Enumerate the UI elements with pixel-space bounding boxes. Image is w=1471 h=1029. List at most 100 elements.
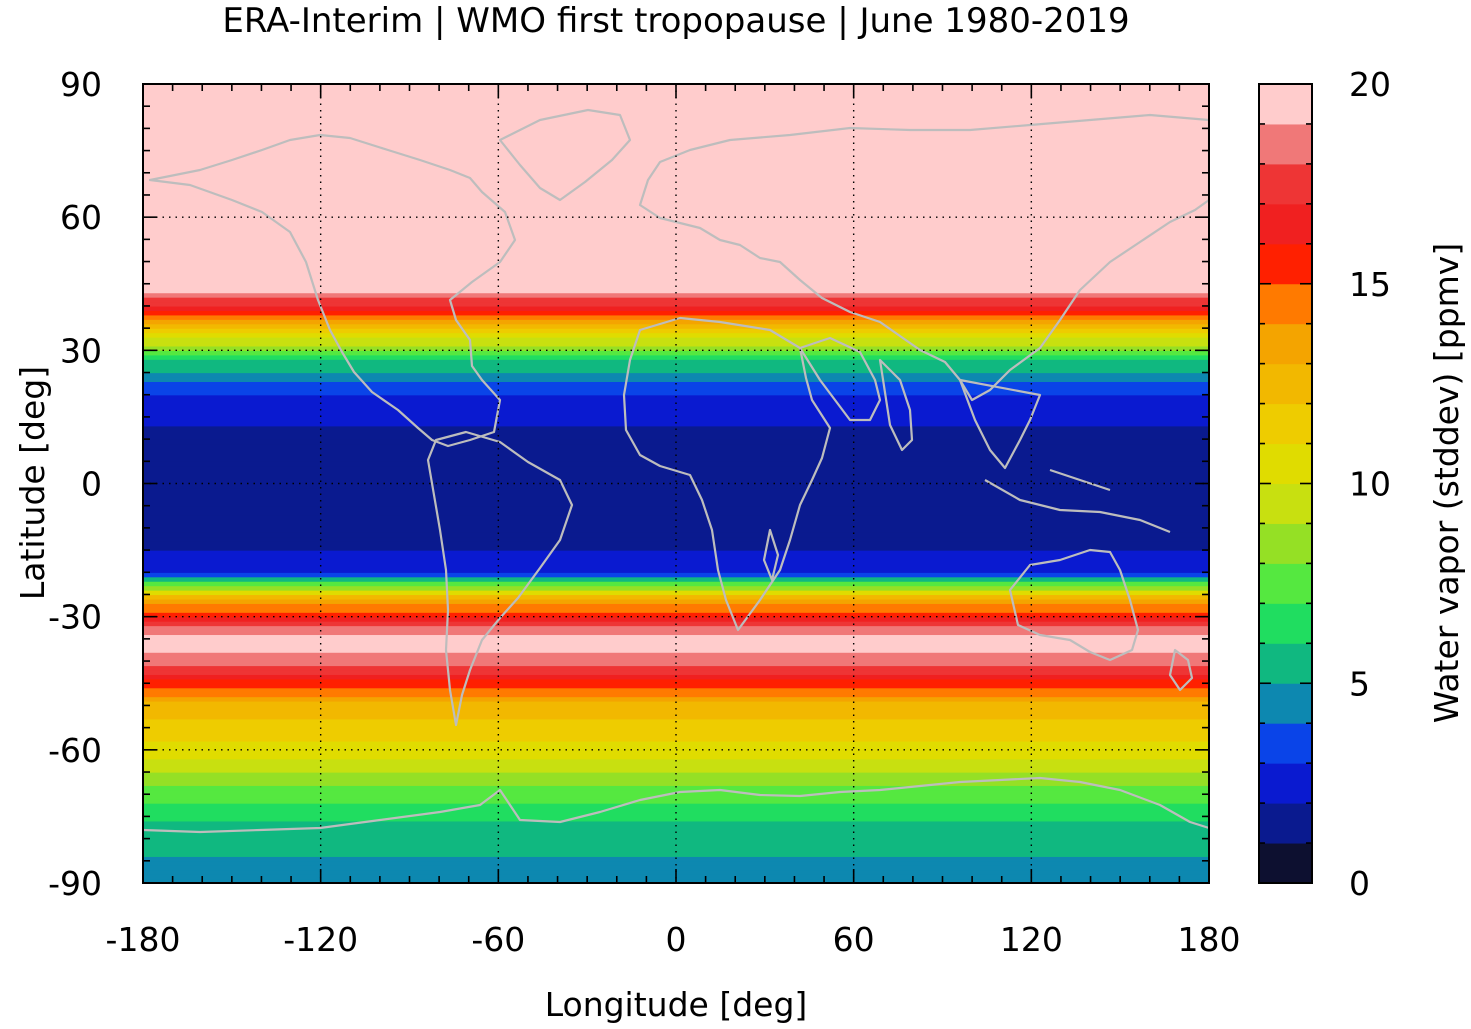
heatmap-band [143,372,1209,378]
heatmap-band [143,696,1209,702]
heatmap-band [143,345,1209,351]
colorbar [1259,83,1312,884]
heatmap-band [143,607,1209,613]
colorbar-level [1259,243,1312,285]
heatmap-band [143,776,1209,782]
heatmap-band [143,292,1209,298]
heatmap-band [143,780,1209,786]
colorbar-level [1259,683,1312,724]
heatmap-band [143,163,1209,169]
heatmap-band [143,385,1209,391]
heatmap-band [143,825,1209,831]
colorbar-level [1259,803,1312,844]
heatmap-band [143,137,1209,143]
heatmap-band [143,408,1209,414]
heatmap-band [143,350,1209,356]
heatmap-band [143,230,1209,236]
heatmap-band [143,585,1209,591]
heatmap-band [143,709,1209,715]
heatmap-band [143,341,1209,347]
heatmap-band [143,119,1209,125]
heatmap-band [143,523,1209,529]
heatmap-band [143,190,1209,196]
heatmap-band [143,314,1209,320]
heatmap-band [143,226,1209,232]
heatmap-band [143,194,1209,201]
heatmap-band [143,168,1209,174]
colorbar-level [1259,563,1312,604]
colorbar-level [1259,403,1312,445]
heatmap-band [143,545,1209,551]
y-tick-label: -90 [48,864,102,903]
heatmap-band [143,412,1209,418]
x-tick-label: 0 [666,920,687,959]
colorbar-level [1259,643,1312,684]
heatmap-band [143,328,1209,334]
heatmap-band [143,399,1209,405]
heatmap-band [143,416,1209,422]
heatmap-band [143,146,1209,152]
heatmap-band [143,301,1209,307]
heatmap-band [143,567,1209,573]
heatmap-band [143,141,1209,147]
heatmap-band [143,363,1209,369]
heatmap-band [143,767,1209,773]
colorbar-level [1259,363,1312,405]
colorbar-level [1259,443,1312,484]
colorbar-label: Water vapor (stddev) [ppmv] [1427,243,1466,723]
heatmap-band [143,305,1209,311]
heatmap-band [143,692,1209,698]
heatmap-band [143,443,1209,449]
coastline-africa [622,316,832,632]
heatmap-band [143,683,1209,689]
colorbar-level [1259,483,1312,524]
heatmap-band [143,860,1209,866]
heatmap-band [143,616,1209,622]
coastline-greenland [498,108,632,202]
colorbar-level [1259,603,1312,644]
heatmap-band [143,110,1209,116]
heatmap-band [143,629,1209,636]
x-tick-label: -60 [471,920,525,959]
x-tick-labels: -180 -120 -60 0 60 120 180 [106,920,1241,959]
heatmap-band [143,754,1209,760]
heatmap-band [143,447,1209,454]
heatmap-band [143,514,1209,520]
heatmap-band [143,772,1209,778]
heatmap-band [143,323,1209,329]
heatmap-band [143,434,1209,440]
heatmap-band [143,239,1209,245]
heatmap-band [143,248,1209,254]
coastline-south-america [426,430,574,727]
heatmap-band [143,834,1209,840]
heatmap-band [143,701,1209,707]
heatmap-band [143,177,1209,183]
heatmap-band [143,736,1209,742]
y-axis-label: Latitude [deg] [13,366,52,600]
colorbar-level [1259,323,1312,365]
coastline-north-america [148,133,517,448]
colorbar-level [1259,723,1312,764]
heatmap-band [143,123,1209,129]
heatmap-band [143,763,1209,769]
heatmap-band [143,727,1209,733]
heatmap-band [143,603,1209,609]
heatmap-band [143,288,1209,294]
heatmap-band [143,265,1209,272]
heatmap-band [143,150,1209,156]
heatmap-band [143,527,1209,533]
heatmap-band [143,665,1209,671]
y-tick-label: 30 [60,331,102,370]
heatmap-band [143,612,1209,618]
heatmap-band [143,359,1209,365]
x-axis-label: Longitude [deg] [545,985,808,1024]
heatmap-band [143,625,1209,631]
colorbar-tick-label: 20 [1349,65,1391,104]
coastline-europe-asia [638,113,1209,402]
tick-marks [142,83,1210,884]
heatmap-band [143,510,1209,516]
heatmap-band [143,811,1209,818]
y-tick-label: 0 [81,465,102,504]
heatmap-band [143,581,1209,587]
coastline-australia [1008,548,1140,662]
